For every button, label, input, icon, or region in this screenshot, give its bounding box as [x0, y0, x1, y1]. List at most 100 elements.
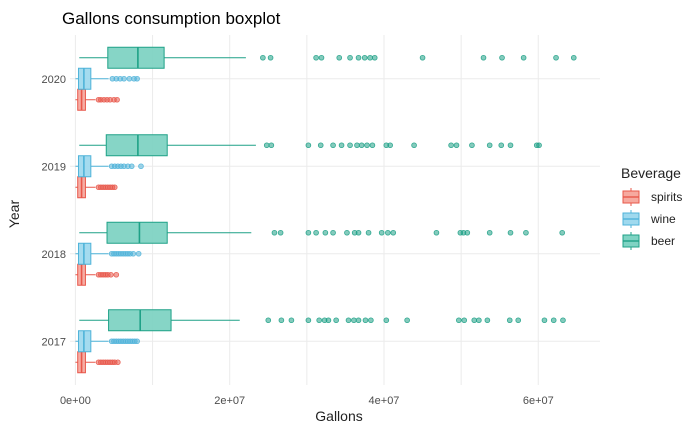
outlier-point [559, 229, 565, 236]
outlier-point [115, 359, 121, 366]
box-spirits-2018 [75, 263, 120, 286]
box-spirits-2020 [75, 88, 120, 111]
outlier-point [305, 142, 312, 149]
x-tick-label: 0e+00 [60, 395, 91, 407]
box-wine-2020 [75, 67, 140, 90]
y-tick-label: 2017 [42, 336, 66, 348]
outlier-point [541, 317, 548, 324]
outlier-point [313, 54, 319, 61]
outlier-point [347, 142, 353, 149]
box-iqr [106, 221, 168, 244]
box-beer-2019 [79, 134, 542, 157]
outlier-point [333, 317, 339, 324]
outlier-point [114, 96, 120, 103]
outlier-point [486, 142, 493, 149]
outlier-point [317, 142, 324, 149]
outlier-point [345, 317, 352, 324]
outlier-point [267, 54, 274, 61]
outlier-point [325, 317, 332, 324]
legend-item-beer: beer [622, 232, 675, 250]
outlier-point [268, 142, 275, 149]
outlier-point [383, 317, 390, 324]
outlier-point [355, 54, 362, 61]
outlier-point [364, 142, 370, 149]
x-tick-label: 6e+07 [523, 395, 554, 407]
outlier-point [506, 317, 513, 324]
outlier-point [322, 229, 329, 236]
outlier-point [113, 271, 120, 278]
outlier-point [570, 54, 577, 61]
x-axis-label: Gallons [315, 408, 362, 424]
outlier-point [108, 271, 114, 278]
legend-item-wine: wine [622, 210, 676, 228]
outlier-point [135, 250, 142, 257]
grid-lines [70, 35, 600, 385]
legend: Beverage spirits wine beer [621, 165, 682, 250]
outlier-point [121, 75, 127, 82]
legend-label: beer [651, 234, 675, 248]
outlier-point [351, 317, 357, 324]
outlier-point [305, 317, 312, 324]
legend-item-spirits: spirits [622, 188, 682, 206]
outlier-point [550, 317, 557, 324]
outlier-point [355, 229, 362, 236]
outlier-point [480, 54, 487, 61]
outlier-point [278, 317, 285, 324]
outlier-point [265, 317, 272, 324]
outlier-point [387, 142, 393, 149]
outlier-point [336, 54, 343, 61]
box-iqr [107, 46, 165, 69]
box-wine-2017 [75, 330, 140, 353]
outlier-point [520, 54, 527, 61]
outlier-point [411, 142, 417, 149]
outlier-point [484, 317, 491, 324]
outlier-point [362, 317, 369, 324]
x-tick-label: 2e+07 [214, 395, 245, 407]
box-beer-2020 [79, 46, 577, 69]
outlier-point [476, 317, 482, 324]
outlier-point [260, 54, 266, 61]
outlier-point [338, 142, 345, 149]
outlier-point [313, 229, 319, 236]
outlier-point [419, 54, 426, 61]
box-iqr [105, 134, 168, 157]
outlier-point [347, 54, 353, 61]
outlier-point [330, 142, 336, 149]
outlier-point [471, 317, 478, 324]
outlier-point [130, 250, 137, 257]
outlier-point [126, 75, 133, 82]
outlier-point [507, 142, 514, 149]
outlier-point [330, 229, 336, 236]
chart-title: Gallons consumption boxplot [62, 9, 281, 28]
outlier-point [263, 142, 270, 149]
outlier-point [271, 229, 278, 236]
outlier-point [111, 184, 118, 191]
outlier-point [404, 317, 410, 324]
y-tick-label: 2018 [42, 249, 66, 261]
outlier-point [461, 317, 468, 324]
box-spirits-2019 [75, 176, 118, 199]
outlier-point [344, 229, 350, 236]
outlier-point [367, 54, 373, 61]
outlier-point [456, 317, 462, 324]
outlier-point [134, 75, 140, 82]
outlier-point [355, 317, 362, 324]
legend-title: Beverage [621, 165, 681, 181]
outlier-point [536, 142, 542, 149]
outlier-point [134, 338, 140, 345]
y-tick-label: 2020 [42, 74, 66, 86]
outlier-point [378, 229, 385, 236]
outlier-point [498, 142, 505, 149]
outlier-point [469, 142, 475, 149]
outlier-point [316, 317, 322, 324]
x-tick-label: 4e+07 [369, 395, 400, 407]
y-axis-label: Year [6, 200, 22, 229]
outlier-point [371, 54, 378, 61]
box-groups [75, 46, 577, 374]
outlier-point [448, 142, 454, 149]
outlier-point [354, 142, 360, 149]
outlier-point [138, 163, 144, 170]
outlier-point [128, 163, 135, 170]
outlier-point [553, 54, 559, 61]
